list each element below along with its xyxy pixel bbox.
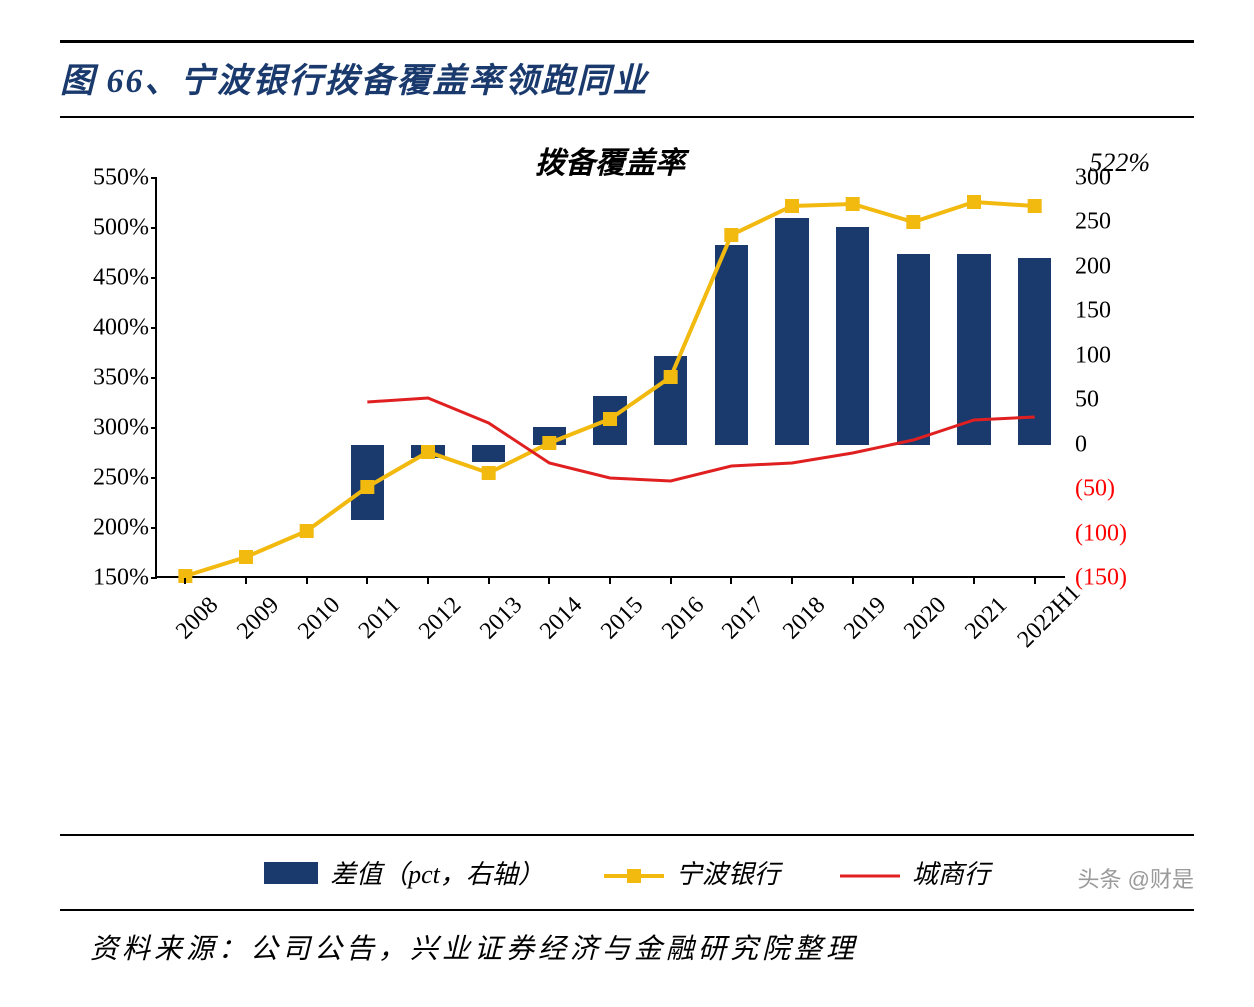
x-tick-label: 2022H1 <box>1012 592 1074 654</box>
y-right-tick-label: 300 <box>1075 165 1111 192</box>
y-left-tick-label: 200% <box>93 515 149 542</box>
x-tick-label: 2008 <box>163 592 225 654</box>
y-right-tick-label: (150) <box>1075 565 1127 592</box>
marker-ningbo <box>603 412 617 426</box>
legend-label-ningbo: 宁波银行 <box>676 854 780 891</box>
source-line: 资料来源：公司公告，兴业证券经济与金融研究院整理 <box>60 911 1194 967</box>
legend-item-ningbo: 宁波银行 <box>604 854 780 891</box>
y-right-tick-label: 250 <box>1075 209 1111 236</box>
marker-ningbo <box>724 228 738 242</box>
marker-ningbo <box>239 550 253 564</box>
line-layer <box>155 178 1065 578</box>
marker-ningbo <box>542 436 556 450</box>
y-right-tick-label: 150 <box>1075 298 1111 325</box>
figure-title: 图 66、宁波银行拨备覆盖率领跑同业 <box>60 53 1194 102</box>
chart-subtitle: 拨备覆盖率 <box>535 138 685 182</box>
y-right-tick-label: 100 <box>1075 342 1111 369</box>
y-left-tick-label: 300% <box>93 415 149 442</box>
line-ningbo <box>185 202 1034 576</box>
x-tick-label: 2021 <box>952 592 1014 654</box>
y-right-tick-label: 50 <box>1075 387 1099 414</box>
line-city <box>367 398 1034 481</box>
y-right-tick-label: (50) <box>1075 476 1115 503</box>
marker-ningbo <box>664 370 678 384</box>
marker-ningbo <box>967 195 981 209</box>
legend-swatch-bar <box>264 862 318 884</box>
legend: 差值（pct，右轴） 宁波银行 城商行 <box>60 834 1194 911</box>
y-right-tick-label: (100) <box>1075 520 1127 547</box>
x-tick-label: 2017 <box>709 592 771 654</box>
y-left-tick-label: 350% <box>93 365 149 392</box>
y-right-tick-label: 0 <box>1075 431 1087 458</box>
x-tick-label: 2020 <box>891 592 953 654</box>
x-tick-label: 2013 <box>466 592 528 654</box>
x-tick-label: 2015 <box>588 592 650 654</box>
y-left-tick-label: 250% <box>93 465 149 492</box>
chart-area: 拨备覆盖率 522% 150%200%250%300%350%400%450%5… <box>60 138 1160 698</box>
y-left-tick-label: 550% <box>93 165 149 192</box>
marker-ningbo <box>300 524 314 538</box>
legend-label-city: 城商行 <box>912 854 990 891</box>
legend-label-bar: 差值（pct，右轴） <box>330 854 544 891</box>
x-tick-label: 2016 <box>648 592 710 654</box>
y-left-tick-label: 400% <box>93 315 149 342</box>
figure-title-bar: 图 66、宁波银行拨备覆盖率领跑同业 <box>60 40 1194 118</box>
marker-ningbo <box>360 480 374 494</box>
x-tick-label: 2011 <box>345 592 407 654</box>
marker-ningbo <box>846 197 860 211</box>
legend-item-bar: 差值（pct，右轴） <box>264 854 544 891</box>
y-right-tick-label: 200 <box>1075 253 1111 280</box>
legend-swatch-ningbo <box>604 863 664 883</box>
marker-ningbo <box>1028 199 1042 213</box>
marker-ningbo <box>785 199 799 213</box>
marker-ningbo <box>906 215 920 229</box>
x-tick-label: 2018 <box>770 592 832 654</box>
legend-swatch-city <box>840 863 900 883</box>
x-tick-label: 2010 <box>284 592 346 654</box>
x-tick-label: 2014 <box>527 592 589 654</box>
plot-region <box>155 178 1065 578</box>
x-tick-label: 2009 <box>224 592 286 654</box>
legend-item-city: 城商行 <box>840 854 990 891</box>
y-left-tick-label: 150% <box>93 565 149 592</box>
x-tick-label: 2019 <box>830 592 892 654</box>
watermark: 头条 @财是 <box>1078 862 1194 894</box>
marker-ningbo <box>421 445 435 459</box>
y-left-tick-label: 500% <box>93 215 149 242</box>
x-tick-label: 2012 <box>406 592 468 654</box>
marker-ningbo <box>482 466 496 480</box>
y-left-tick-label: 450% <box>93 265 149 292</box>
